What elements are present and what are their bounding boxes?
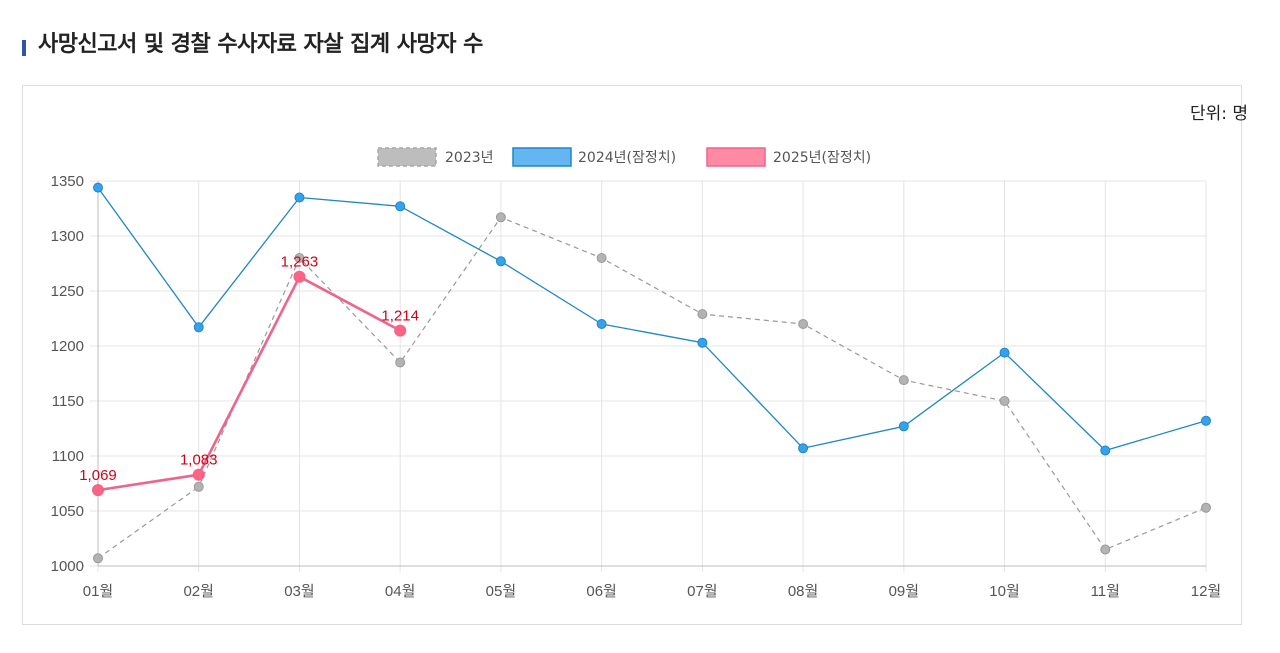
data-point-series-0: [697, 309, 708, 320]
data-point-series-0: [193, 481, 204, 492]
y-tick-label: 1350: [51, 173, 84, 190]
data-label: 1,263: [281, 254, 319, 271]
series-line-1: [97, 187, 1207, 452]
data-point-series-1: [798, 443, 809, 454]
unit-label: 단위: 명: [1189, 104, 1248, 124]
legend-swatch: [377, 147, 437, 167]
data-point-series-0: [596, 253, 607, 263]
data-point-series-0: [798, 319, 809, 329]
data-point-series-0: [898, 375, 909, 386]
legend-label: 2023년: [445, 150, 494, 166]
data-point-series-0: [495, 212, 506, 223]
legend-label: 2025년(잠정치): [773, 150, 871, 166]
data-point-series-2: [394, 324, 407, 337]
y-tick-label: 1200: [51, 338, 84, 355]
y-tick-label: 1300: [51, 228, 84, 245]
x-tick-label: 08월: [788, 583, 819, 600]
data-point-series-0: [1201, 502, 1211, 513]
x-tick-label: 02월: [183, 583, 214, 600]
data-point-series-0: [294, 253, 305, 263]
x-tick-label: 06월: [586, 583, 617, 600]
data-point-series-0: [999, 396, 1010, 406]
y-tick-label: 1100: [52, 448, 84, 465]
data-point-series-1: [898, 421, 909, 432]
data-point-series-2: [92, 484, 104, 497]
data-point-series-1: [395, 201, 406, 212]
data-point-series-1: [1201, 415, 1211, 426]
x-tick-label: 12월: [1191, 583, 1222, 600]
data-label: 1,083: [180, 452, 218, 469]
data-point-series-0: [93, 553, 103, 564]
legend-label: 2024년(잠정치): [578, 150, 676, 166]
page-title: 사망신고서 및 경찰 수사자료 자살 집계 사망자 수: [38, 32, 483, 57]
y-tick-label: 1000: [51, 558, 84, 575]
data-point-series-1: [697, 337, 708, 348]
data-point-series-1: [294, 192, 305, 203]
x-tick-label: 09월: [889, 583, 920, 600]
legend-swatch: [706, 147, 766, 167]
data-point-series-1: [495, 256, 506, 267]
x-tick-label: 04월: [385, 583, 416, 600]
data-point-series-1: [596, 319, 607, 329]
y-tick-label: 1250: [51, 283, 84, 300]
series-line-0: [97, 216, 1207, 559]
x-tick-label: 10월: [989, 583, 1020, 600]
x-tick-label: 01월: [83, 583, 114, 600]
data-label: 1,214: [381, 308, 419, 325]
x-tick-label: 11월: [1091, 583, 1120, 600]
x-tick-label: 05월: [486, 583, 517, 600]
title-accent-bar: [22, 40, 26, 56]
data-point-series-2: [192, 468, 205, 481]
y-tick-label: 1150: [52, 393, 84, 410]
y-tick-label: 1050: [51, 503, 84, 520]
data-point-series-1: [1100, 445, 1111, 456]
series-line-2: [97, 275, 401, 492]
data-point-series-1: [193, 322, 204, 333]
data-label: 1,069: [79, 467, 117, 484]
data-point-series-2: [293, 270, 306, 283]
x-tick-label: 07월: [687, 583, 718, 600]
legend-swatch: [512, 147, 572, 167]
data-point-series-1: [93, 182, 103, 193]
data-point-series-1: [999, 347, 1010, 358]
data-point-series-0: [1100, 544, 1111, 555]
data-point-series-0: [395, 357, 406, 368]
chart-container: [22, 85, 1242, 625]
x-tick-label: 03월: [284, 583, 315, 600]
